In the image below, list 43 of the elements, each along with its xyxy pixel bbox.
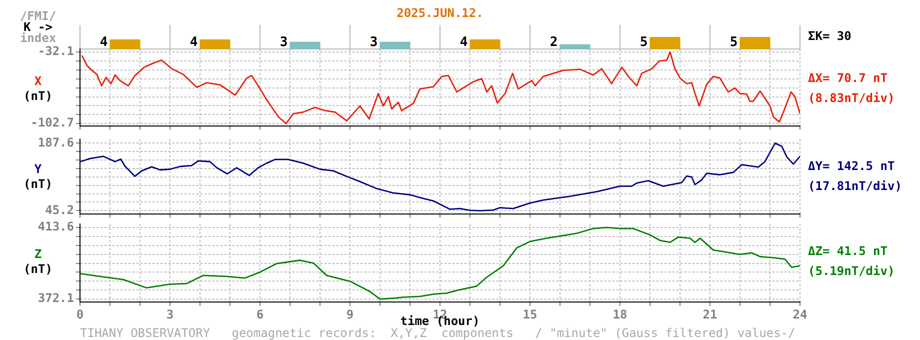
text: ΔZ= 41.5 nT [808, 244, 888, 259]
data-label: 2 [550, 34, 558, 50]
x-tick-label: 3 [166, 307, 174, 322]
y-tick-label: 45.2 [45, 202, 74, 217]
bar [560, 44, 590, 49]
y-axis-title: Z (nT) [22, 247, 54, 277]
text: (5.19nT/div) [808, 264, 895, 279]
bar [650, 37, 680, 49]
bar [740, 37, 770, 49]
data-label: 5 [640, 34, 648, 50]
bar [110, 39, 140, 49]
data-label: 3 [370, 34, 378, 50]
y-axis-title: /FMI/ K -> index [18, 8, 58, 44]
y-tick-label: 372.1 [38, 291, 74, 306]
text: ΔY= 142.5 nT [808, 158, 895, 174]
bar [200, 39, 230, 49]
bar [470, 39, 500, 49]
y-axis-title: X (nT) [22, 74, 54, 104]
x-tick-label: 6 [256, 307, 264, 322]
text: ΣK= 30 [808, 29, 852, 44]
x-tick-label: 24 [792, 307, 808, 322]
text: (17.81nT/div) [808, 178, 902, 194]
bar [290, 42, 320, 49]
y-tick-label: -102.7 [30, 116, 74, 130]
text: ΔX= 70.7 nT [808, 71, 888, 86]
x-tick-label: 18 [612, 307, 628, 322]
text: (8.83nT/div) [808, 91, 895, 106]
x-tick-label: 9 [346, 307, 354, 322]
x-tick-label: 15 [522, 307, 538, 322]
data-label: 3 [280, 34, 288, 50]
chart-title: 2025.JUN.12. [396, 6, 484, 21]
x-tick-label: 0 [76, 307, 84, 322]
y-tick-label: 413.6 [38, 220, 74, 234]
data-label: 4 [100, 34, 108, 50]
y-tick-label: 187.6 [38, 135, 74, 150]
x-tick-label: 21 [702, 307, 718, 322]
data-label: 5 [730, 34, 738, 50]
data-label: 4 [190, 34, 198, 50]
text: TIHANY OBSERVATORY geomagnetic records: X,Y,Z components / "minute" (Gauss filtered) values-/ [80, 326, 796, 340]
y-axis-title: Y (nT) [22, 162, 54, 192]
bar [380, 42, 410, 49]
data-label: 4 [460, 34, 468, 50]
y-tick-label: -32.1 [38, 44, 74, 58]
